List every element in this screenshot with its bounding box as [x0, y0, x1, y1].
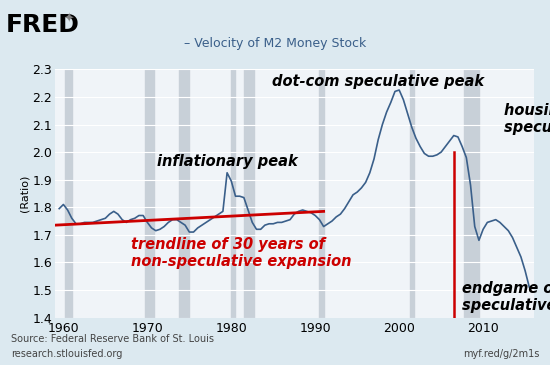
Bar	[244, 69, 254, 318]
Text: dot-com speculative peak: dot-com speculative peak	[272, 74, 484, 89]
Bar	[145, 69, 153, 318]
Bar	[179, 69, 189, 318]
Text: inflationary peak: inflationary peak	[157, 154, 298, 169]
Text: Source: Federal Reserve Bank of St. Louis: Source: Federal Reserve Bank of St. Loui…	[11, 334, 214, 345]
Bar	[410, 69, 414, 318]
Text: myf.red/g/2m1s: myf.red/g/2m1s	[463, 349, 539, 359]
Text: ✦: ✦	[63, 13, 74, 26]
Text: housing bubble
speculative peak: housing bubble speculative peak	[504, 103, 550, 135]
Text: endgame of debt-fueled
speculative "growth": endgame of debt-fueled speculative "grow…	[462, 281, 550, 313]
Text: FRED: FRED	[6, 13, 79, 37]
Text: trendline of 30 years of
non-speculative expansion: trendline of 30 years of non-speculative…	[130, 237, 351, 269]
Bar	[232, 69, 235, 318]
Bar	[464, 69, 479, 318]
Bar	[65, 69, 72, 318]
Y-axis label: (Ratio): (Ratio)	[20, 175, 30, 212]
Text: – Velocity of M2 Money Stock: – Velocity of M2 Money Stock	[184, 37, 366, 50]
Bar	[320, 69, 323, 318]
Text: research.stlouisfed.org: research.stlouisfed.org	[11, 349, 122, 359]
